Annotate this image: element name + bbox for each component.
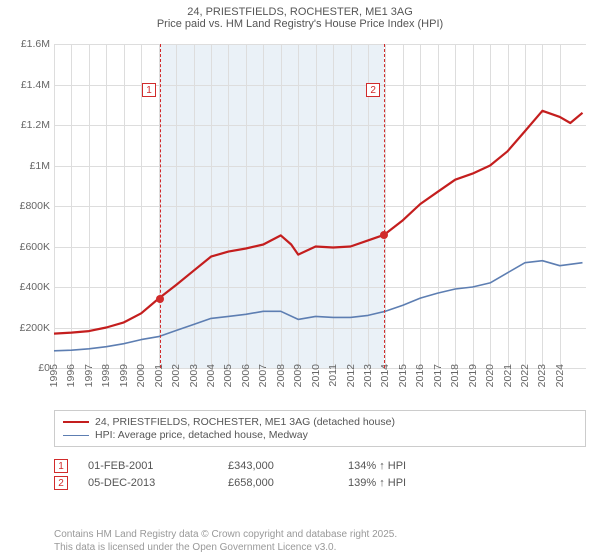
x-tick-label: 2018 [449,364,461,394]
x-tick-label: 2001 [153,364,165,394]
x-tick-label: 1999 [118,364,130,394]
x-tick-label: 1998 [100,364,112,394]
title-line-2: Price paid vs. HM Land Registry's House … [0,18,600,30]
footnote: Contains HM Land Registry data © Crown c… [54,529,586,554]
sales-row: 2 05-DEC-2013 £658,000 139% ↑ HPI [54,476,586,490]
sale-marker-dot [156,295,164,303]
legend-swatch [63,435,89,436]
sales-table: 1 01-FEB-2001 £343,000 134% ↑ HPI 2 05-D… [54,456,586,493]
chart: £0£200K£400K£600K£800K£1M£1.2M£1.4M£1.6M… [0,44,600,404]
x-tick-label: 2017 [432,364,444,394]
sale-marker-line [384,44,385,368]
x-tick-label: 2014 [379,364,391,394]
x-tick-label: 2022 [519,364,531,394]
sale-price: £343,000 [228,460,348,472]
x-tick-label: 2000 [135,364,147,394]
x-tick-label: 2020 [484,364,496,394]
x-tick-label: 2011 [327,364,339,394]
x-tick-label: 2010 [310,364,322,394]
sale-marker-dot [380,231,388,239]
sale-date: 05-DEC-2013 [88,477,228,489]
sales-row: 1 01-FEB-2001 £343,000 134% ↑ HPI [54,459,586,473]
x-tick-label: 2008 [275,364,287,394]
y-tick-label: £1M [6,160,50,172]
sale-marker-box: 2 [54,476,68,490]
title-line-1: 24, PRIESTFIELDS, ROCHESTER, ME1 3AG [0,6,600,18]
x-tick-label: 2002 [170,364,182,394]
line-series-svg [54,44,586,368]
legend-swatch [63,421,89,423]
x-tick-label: 2007 [257,364,269,394]
sale-marker-box: 1 [54,459,68,473]
x-tick-label: 1997 [83,364,95,394]
sale-hpi: 139% ↑ HPI [348,477,458,489]
legend: 24, PRIESTFIELDS, ROCHESTER, ME1 3AG (de… [54,410,586,447]
y-tick-label: £1.4M [6,79,50,91]
sale-marker-box: 1 [142,83,156,97]
x-tick-label: 2009 [292,364,304,394]
x-tick-label: 2016 [414,364,426,394]
y-tick-label: £1.2M [6,119,50,131]
x-tick-label: 2003 [188,364,200,394]
x-tick-label: 2013 [362,364,374,394]
x-tick-label: 1996 [65,364,77,394]
x-tick-label: 2023 [536,364,548,394]
sale-price: £658,000 [228,477,348,489]
x-tick-label: 2021 [502,364,514,394]
y-tick-label: £400K [6,281,50,293]
sale-marker-line [160,44,161,368]
y-tick-label: £200K [6,322,50,334]
sale-marker-box: 2 [366,83,380,97]
footnote-line-2: This data is licensed under the Open Gov… [54,542,586,555]
sale-date: 01-FEB-2001 [88,460,228,472]
x-tick-label: 2005 [222,364,234,394]
y-tick-label: £1.6M [6,38,50,50]
legend-item-property: 24, PRIESTFIELDS, ROCHESTER, ME1 3AG (de… [63,416,577,428]
chart-title: 24, PRIESTFIELDS, ROCHESTER, ME1 3AG Pri… [0,0,600,30]
y-tick-label: £600K [6,241,50,253]
plot-area: £0£200K£400K£600K£800K£1M£1.2M£1.4M£1.6M… [54,44,586,368]
series-property [54,111,583,334]
x-tick-label: 1995 [48,364,60,394]
x-tick-label: 2019 [467,364,479,394]
legend-label: 24, PRIESTFIELDS, ROCHESTER, ME1 3AG (de… [95,416,395,428]
x-tick-label: 2006 [240,364,252,394]
y-tick-label: £0 [6,362,50,374]
x-tick-label: 2015 [397,364,409,394]
series-hpi [54,261,583,351]
footnote-line-1: Contains HM Land Registry data © Crown c… [54,529,586,542]
x-tick-label: 2024 [554,364,566,394]
y-tick-label: £800K [6,200,50,212]
legend-item-hpi: HPI: Average price, detached house, Medw… [63,429,577,441]
legend-label: HPI: Average price, detached house, Medw… [95,429,308,441]
x-tick-label: 2004 [205,364,217,394]
x-tick-label: 2012 [345,364,357,394]
sale-hpi: 134% ↑ HPI [348,460,458,472]
